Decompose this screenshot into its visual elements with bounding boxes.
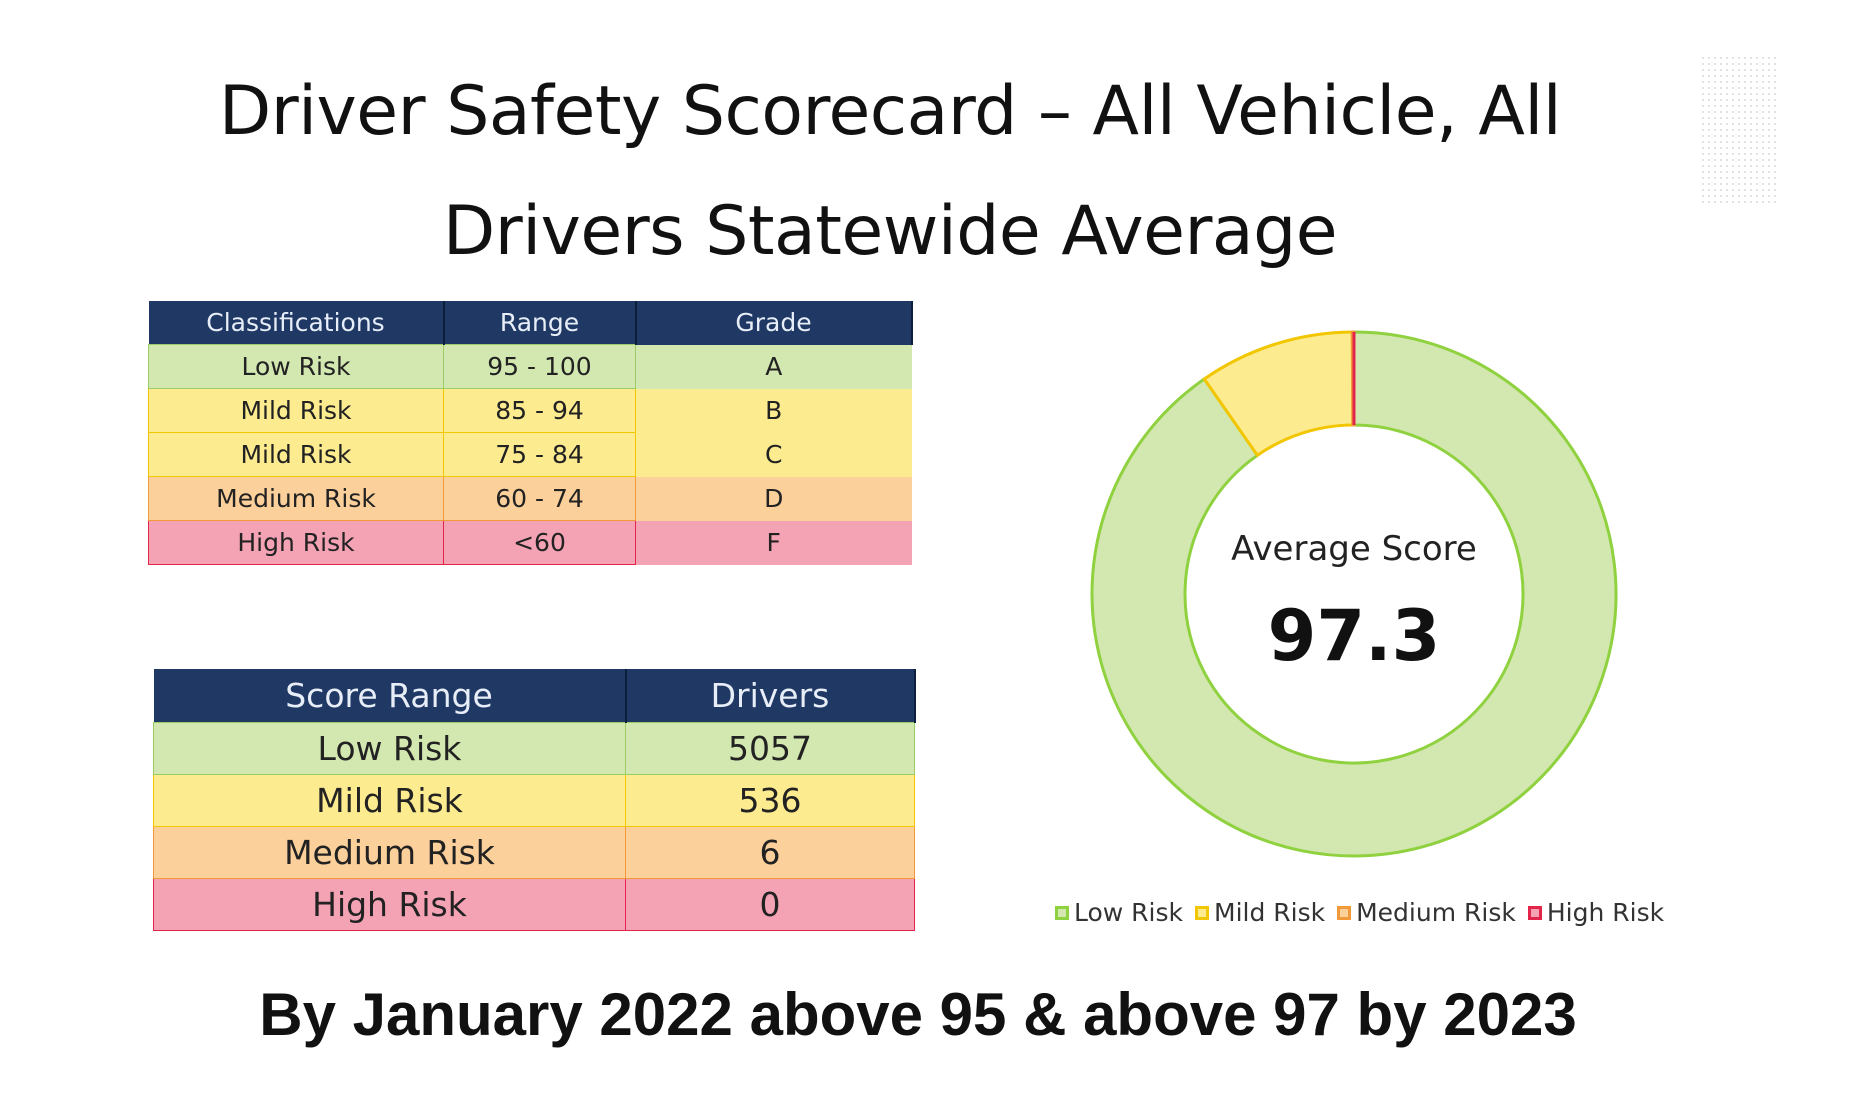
table-row: Medium Risk 60 - 74 D xyxy=(148,476,912,521)
header-score-range: Score Range xyxy=(153,669,627,723)
header-drivers: Drivers xyxy=(625,669,916,723)
legend-label: High Risk xyxy=(1546,898,1665,927)
table-row: Medium Risk 6 xyxy=(153,826,915,879)
cell-classification: Medium Risk xyxy=(148,476,444,521)
cell-drivers: 0 xyxy=(625,878,915,931)
cell-drivers: 536 xyxy=(625,774,915,827)
center-value: 97.3 xyxy=(1268,595,1441,677)
cell-grade: A xyxy=(635,344,912,389)
cell-classification: Mild Risk xyxy=(148,432,444,477)
chart-legend: Low Risk Mild Risk Medium Risk High Risk xyxy=(1055,898,1664,927)
table-header-row: Classifications Range Grade xyxy=(148,301,913,345)
goal-statement: By January 2022 above 95 & above 97 by 2… xyxy=(259,981,1577,1048)
drivers-table: Score Range Drivers Low Risk 5057 Mild R… xyxy=(153,669,916,931)
cell-grade: C xyxy=(635,432,912,477)
legend-swatch xyxy=(1337,905,1352,920)
cell-classification: High Risk xyxy=(148,520,444,565)
table-row: Mild Risk 75 - 84 C xyxy=(148,432,912,477)
average-score-donut-chart: Average Score 97.3 xyxy=(1090,330,1618,858)
table-row: High Risk 0 xyxy=(153,878,915,931)
cell-grade: D xyxy=(635,476,912,521)
table-row: Mild Risk 85 - 94 B xyxy=(148,388,912,433)
cell-drivers: 6 xyxy=(625,826,915,879)
legend-label: Mild Risk xyxy=(1214,898,1326,927)
legend-label: Low Risk xyxy=(1074,898,1183,927)
page-title-line1: Driver Safety Scorecard – All Vehicle, A… xyxy=(218,72,1562,151)
legend-swatch xyxy=(1055,905,1069,920)
legend-item-mild-risk: Mild Risk xyxy=(1195,898,1325,927)
table-header-row: Score Range Drivers xyxy=(153,669,916,723)
donut-slice-low-risk xyxy=(1090,330,1618,858)
cell-grade: B xyxy=(635,388,912,433)
cell-classification: Mild Risk xyxy=(148,388,444,433)
legend-swatch xyxy=(1195,905,1209,920)
legend-label: Medium Risk xyxy=(1356,898,1516,927)
table-row: Low Risk 95 - 100 A xyxy=(148,344,912,389)
center-label: Average Score xyxy=(1231,529,1477,569)
cell-range: 85 - 94 xyxy=(443,388,636,433)
cell-score-range: Low Risk xyxy=(153,722,626,775)
legend-swatch xyxy=(1527,905,1542,920)
cell-score-range: Medium Risk xyxy=(153,826,626,879)
legend-item-low-risk: Low Risk xyxy=(1055,898,1183,927)
cell-score-range: Mild Risk xyxy=(153,774,626,827)
header-range: Range xyxy=(443,301,637,345)
cell-grade: F xyxy=(635,520,912,565)
cell-drivers: 5057 xyxy=(625,722,915,775)
table-row: High Risk <60 F xyxy=(148,520,912,565)
decorative-dot-pattern xyxy=(1700,55,1780,205)
cell-range: 60 - 74 xyxy=(443,476,636,521)
header-classifications: Classifications xyxy=(148,301,445,345)
cell-range: 95 - 100 xyxy=(443,344,636,389)
cell-classification: Low Risk xyxy=(148,344,444,389)
legend-item-medium-risk: Medium Risk xyxy=(1337,898,1516,927)
cell-range: <60 xyxy=(443,520,636,565)
legend-item-high-risk: High Risk xyxy=(1527,898,1665,927)
cell-score-range: High Risk xyxy=(153,878,626,931)
page-title-line2: Drivers Statewide Average xyxy=(442,192,1338,271)
cell-range: 75 - 84 xyxy=(443,432,636,477)
table-row: Mild Risk 536 xyxy=(153,774,915,827)
header-grade: Grade xyxy=(635,301,913,345)
table-row: Low Risk 5057 xyxy=(153,722,915,775)
classification-table: Classifications Range Grade Low Risk 95 … xyxy=(148,301,913,565)
